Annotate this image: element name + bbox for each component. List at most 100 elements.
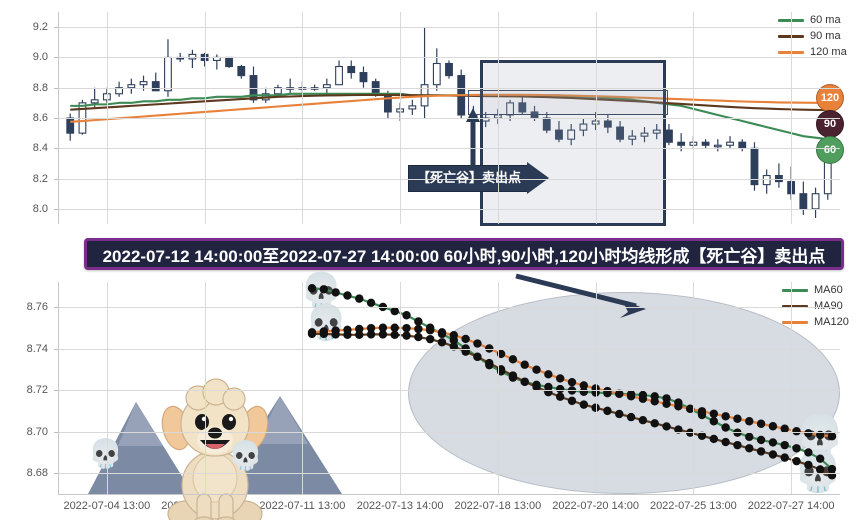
ma90-badge: 90 [816, 110, 844, 138]
ma-point-marker [390, 306, 399, 316]
x-tick-label: 2022-07-20 14:00 [552, 500, 640, 512]
price-gridline-h [58, 148, 840, 150]
ma-gridline-h [58, 431, 840, 433]
ma-point-marker [815, 430, 825, 440]
ma-point-marker [307, 284, 317, 293]
ma-point-marker [768, 438, 778, 447]
ma-point-marker [733, 440, 742, 450]
ma-point-marker [402, 331, 411, 340]
ma-point-marker [449, 331, 459, 340]
ma-point-marker [414, 324, 423, 334]
price-y-tick-label: 8.2 [32, 172, 48, 185]
selection-box[interactable] [468, 60, 668, 226]
candle-body-down [701, 141, 710, 146]
ma-point-marker [697, 431, 707, 441]
candle-body-up [811, 193, 820, 210]
candle-body-down [616, 126, 624, 140]
ma-point-marker [485, 358, 494, 368]
price-y-tick-label: 8.4 [32, 142, 48, 155]
candle-body-down [555, 129, 563, 140]
price-gridline-v [302, 12, 304, 224]
ma-point-marker [603, 386, 612, 396]
ma-point-marker [709, 434, 719, 444]
candle-body-down [151, 81, 160, 92]
ma-point-marker [756, 419, 766, 428]
candle-body-up [164, 56, 172, 92]
price-gridline-v [106, 12, 108, 224]
ma-gridline-v [106, 282, 108, 494]
ma-point-marker [319, 285, 329, 294]
x-axis-line [58, 494, 840, 495]
candle-body-up [726, 141, 734, 146]
selection-box-inner [468, 90, 668, 115]
ma-point-marker [721, 437, 730, 447]
ma-gridline-h [58, 473, 840, 475]
ma-point-marker [615, 409, 624, 419]
price-legend-swatch [778, 34, 804, 38]
price-gridline-v [400, 12, 402, 224]
price-gridline-h [58, 178, 840, 180]
ma-point-marker [520, 377, 529, 386]
ma-point-marker [685, 428, 695, 437]
ma-gridline-v [204, 282, 206, 494]
ma-gridline-v [595, 282, 597, 494]
buy-marker-arrow-icon [466, 108, 480, 170]
x-tick-label: 2022-07-18 13:00 [454, 500, 542, 512]
ma-point-marker [638, 416, 648, 425]
ma-gridline-v [497, 282, 499, 494]
ma-point-marker [555, 374, 565, 383]
candle-body-up [78, 102, 87, 134]
ma-y-tick-mark [54, 473, 58, 475]
ma-point-marker [555, 384, 565, 394]
ma-y-tick-mark [54, 431, 58, 433]
sell-point-annotation-label: 【死亡谷】卖出点 [408, 164, 528, 192]
ma-point-marker [366, 298, 376, 307]
candle-body-down [603, 120, 612, 128]
ma-point-marker [804, 429, 813, 438]
x-tick-label: 2022-07-04 13:00 [63, 500, 151, 512]
price-gridline-v [497, 12, 499, 224]
x-tick-label: 2022-07-13 14:00 [356, 500, 444, 512]
ma-point-marker [780, 440, 789, 450]
price-y-tick-mark [54, 27, 58, 29]
price-legend-label: 60 ma [810, 14, 841, 26]
price-axis-line [58, 12, 59, 224]
ma-point-marker [721, 423, 730, 432]
ma-point-marker [366, 323, 376, 333]
ma-y-tick-mark [54, 390, 58, 392]
ma-axis-line [58, 282, 59, 494]
ma-point-marker [532, 382, 541, 392]
ma-point-marker [638, 394, 648, 404]
ma-point-marker [721, 412, 730, 421]
ma-point-marker [355, 294, 364, 303]
candle-body-down [66, 117, 75, 134]
ma-point-marker [437, 338, 447, 347]
candle-body-down [383, 93, 392, 113]
mountain-left-icon [88, 402, 193, 494]
ma-point-marker [402, 323, 411, 333]
price-legend-item: 120 ma [778, 44, 847, 60]
ma-point-marker [674, 402, 683, 411]
ma-gridline-h [58, 348, 840, 350]
x-tick-label: 2022-07-25 13:00 [649, 500, 737, 512]
ma-legend-item: MA60 [782, 282, 849, 298]
ma-point-marker [331, 326, 340, 335]
ma-point-marker [378, 330, 388, 339]
candle-body-down [787, 181, 796, 195]
ma-point-marker [508, 371, 518, 380]
candle-body-up [188, 53, 197, 60]
skull-mountain-left: 💀 [88, 438, 123, 469]
ma-point-marker [745, 417, 754, 426]
ma-point-marker [579, 381, 589, 390]
ma-point-marker [662, 422, 671, 431]
candle-body-up [335, 65, 343, 86]
sell-point-annotation: 【死亡谷】卖出点 [408, 162, 550, 194]
ma-point-marker [473, 352, 482, 362]
candle-body-down [225, 56, 233, 68]
price-y-tick-label: 8.0 [32, 202, 48, 215]
ma-point-marker [366, 330, 376, 339]
candle-body-down [677, 141, 686, 146]
ma-point-marker [768, 422, 778, 431]
price-gridline-h [58, 87, 840, 89]
price-legend-swatch [778, 18, 804, 22]
